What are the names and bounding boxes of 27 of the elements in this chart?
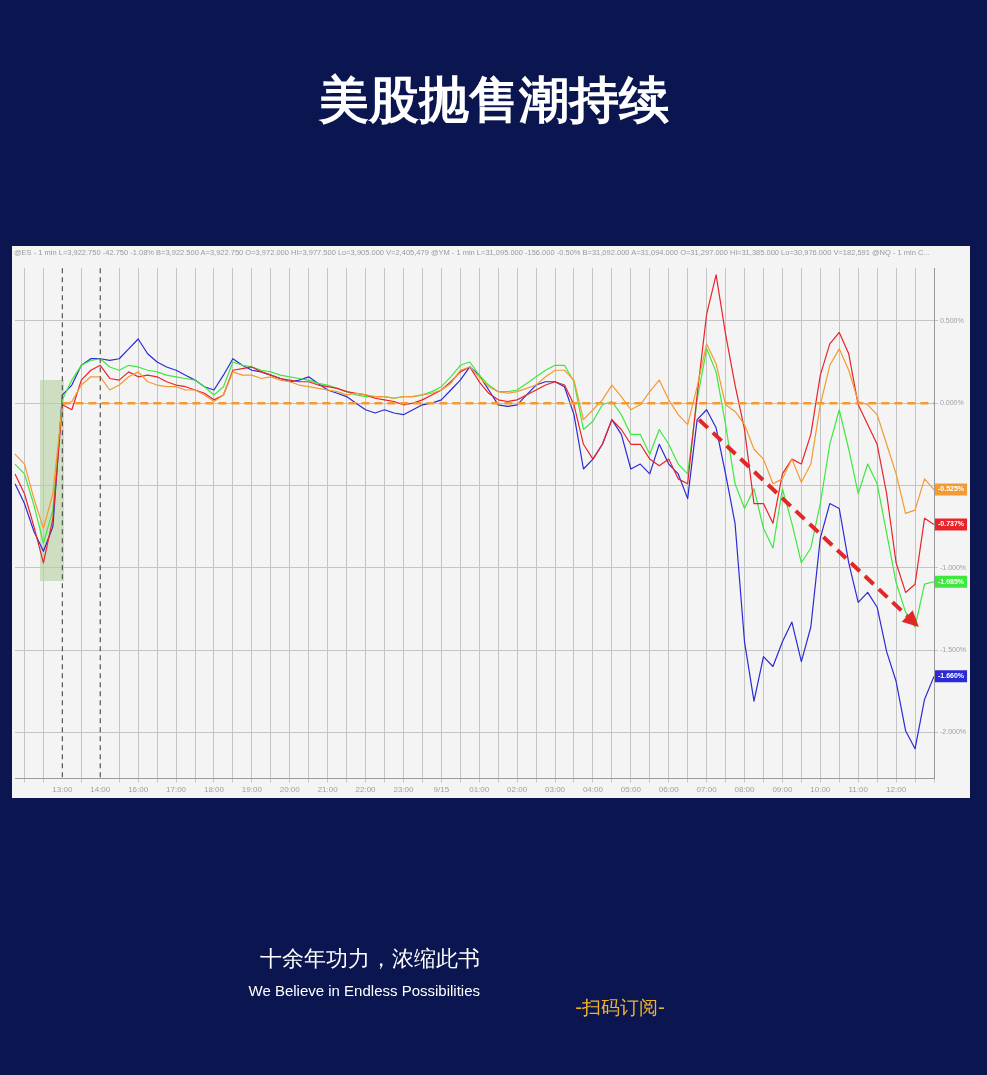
x-tick-label: 18:00: [203, 785, 225, 795]
x-tick-label: 01:00: [469, 785, 490, 795]
x-tick-label: 04:00: [582, 785, 604, 795]
x-tick-label: 21:00: [317, 785, 339, 795]
x-tick-label: 9/15: [433, 785, 450, 795]
x-tick-label: 06:00: [658, 785, 680, 795]
x-tick-label: 11:00: [848, 785, 869, 795]
x-tick-label: 08:00: [734, 785, 756, 795]
x-tick-label: 09:00: [772, 785, 793, 795]
text: -扫码订阅-: [574, 995, 666, 1020]
x-tick-label: 05:00: [620, 785, 642, 795]
x-tick-label: 22:00: [355, 785, 377, 795]
x-tick-label: 20:00: [279, 785, 301, 795]
text: 十余年功力，浓缩此书: [259, 945, 480, 973]
x-tick-label: 07:00: [696, 785, 718, 795]
text: We Believe in Endless Possibilities: [247, 982, 480, 999]
x-tick-label: 17:00: [166, 785, 187, 795]
x-tick-label: 23:00: [393, 785, 414, 795]
x-tick-label: 16:00: [128, 785, 149, 795]
x-tick-label: 10:00: [810, 785, 831, 795]
x-tick-label: 13:00: [52, 785, 73, 795]
x-tick-label: 14:00: [90, 785, 111, 795]
chart-title: 美股抛售潮持续: [317, 70, 670, 131]
x-tick-label: 03:00: [545, 785, 566, 795]
x-tick-label: 12:00: [886, 785, 907, 795]
x-tick-label: 19:00: [241, 785, 263, 795]
x-tick-label: 02:00: [507, 785, 528, 795]
